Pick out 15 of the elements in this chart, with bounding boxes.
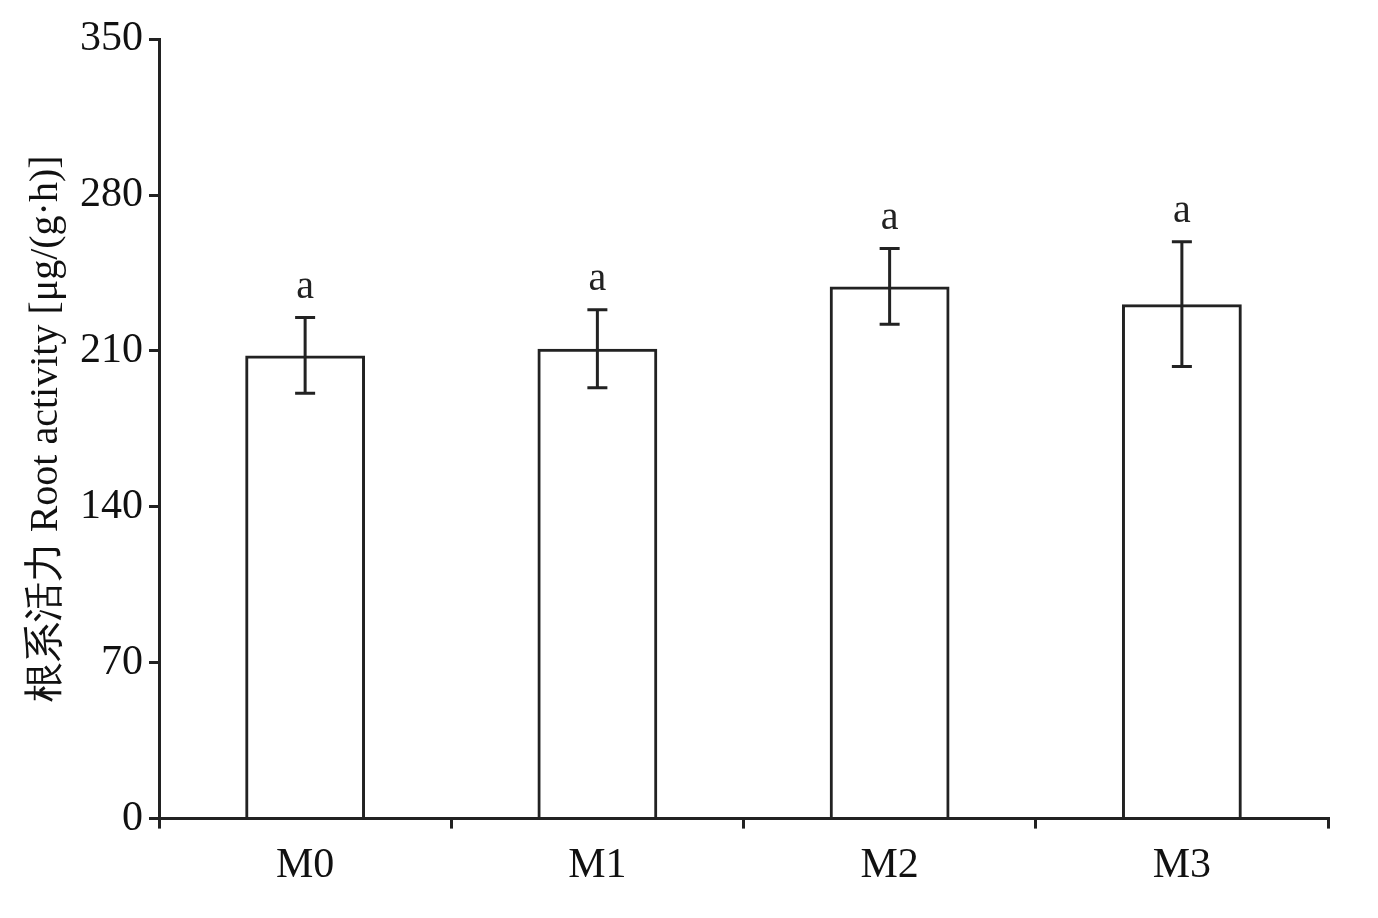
annotation: a (1172, 186, 1191, 232)
y-tick-label: 350 (80, 13, 143, 60)
x-tick-label: M2 (860, 839, 919, 886)
x-tick-label: M3 (1152, 839, 1212, 886)
annotation: a (880, 193, 899, 239)
annotation: a (588, 254, 607, 300)
y-tick-label: 70 (101, 636, 143, 683)
y-tick-label: 280 (80, 169, 143, 216)
y-tick-label: 210 (80, 324, 143, 371)
y-axis-title: 根系活力 Root activity [μg/(g·h)] (20, 155, 66, 703)
y-tick-label: 140 (80, 480, 143, 527)
x-tick-label: M0 (275, 839, 335, 886)
x-tick-label: M1 (568, 839, 627, 886)
y-tick-label: 0 (122, 792, 143, 839)
annotation: a (296, 262, 315, 308)
